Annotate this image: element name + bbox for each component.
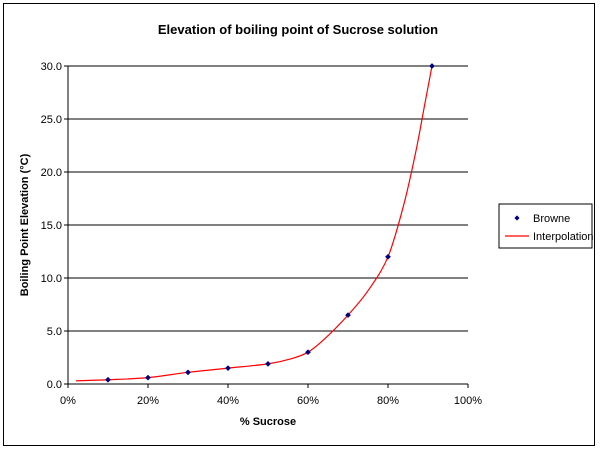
- legend-label: Interpolation: [533, 231, 594, 243]
- browne-data-point: [105, 376, 111, 383]
- x-tick-label: 20%: [137, 395, 159, 407]
- browne-data-point: [305, 349, 311, 356]
- interpolation-line: [75, 65, 433, 382]
- interpolation-series: [75, 65, 433, 382]
- legend-marker-browne: [514, 215, 520, 221]
- legend: Browne Interpolation: [498, 203, 594, 249]
- plot-area: 0.0 5.0 10.0 15.0 20.0 25.0 30.0 0% 20% 40% 60% 80…: [41, 61, 483, 407]
- chart-svg: Elevation of boiling point of Sucrose so…: [19, 22, 594, 428]
- y-tick-label: 30.0: [41, 61, 62, 73]
- browne-data-point: [429, 63, 435, 69]
- y-tick-label: 25.0: [41, 114, 62, 126]
- x-tick-label: 100%: [454, 395, 482, 407]
- x-tick-label: 60%: [297, 395, 319, 407]
- x-tick-labels: 0% 20% 40% 60% 80% 100%: [60, 384, 482, 407]
- y-axis-title: Boiling Point Elevation (°C): [19, 153, 31, 296]
- x-tick-label: 0%: [60, 395, 76, 407]
- browne-data-point: [225, 365, 231, 372]
- y-tick-label: 0.0: [47, 379, 62, 391]
- chart-title: Elevation of boiling point of Sucrose so…: [158, 22, 438, 37]
- y-tick-label: 10.0: [41, 273, 62, 285]
- legend-box: [498, 203, 593, 249]
- y-tick-label: 5.0: [47, 326, 62, 338]
- y-tick-labels: 0.0 5.0 10.0 15.0 20.0 25.0 30.0: [41, 61, 68, 391]
- browne-data-point: [265, 360, 271, 367]
- chart-frame: Elevation of boiling point of Sucrose so…: [3, 3, 595, 446]
- x-tick-label: 80%: [377, 395, 399, 407]
- y-tick-label: 15.0: [41, 220, 62, 232]
- browne-data-point: [345, 312, 351, 319]
- x-axis-title: % Sucrose: [240, 416, 296, 428]
- browne-data-point: [145, 374, 151, 381]
- browne-series: [105, 63, 435, 383]
- y-tick-label: 20.0: [41, 167, 62, 179]
- browne-data-point: [185, 369, 191, 376]
- browne-data-point: [385, 253, 391, 260]
- x-tick-label: 40%: [217, 395, 239, 407]
- gridlines: [68, 65, 468, 332]
- legend-label: Browne: [533, 213, 570, 225]
